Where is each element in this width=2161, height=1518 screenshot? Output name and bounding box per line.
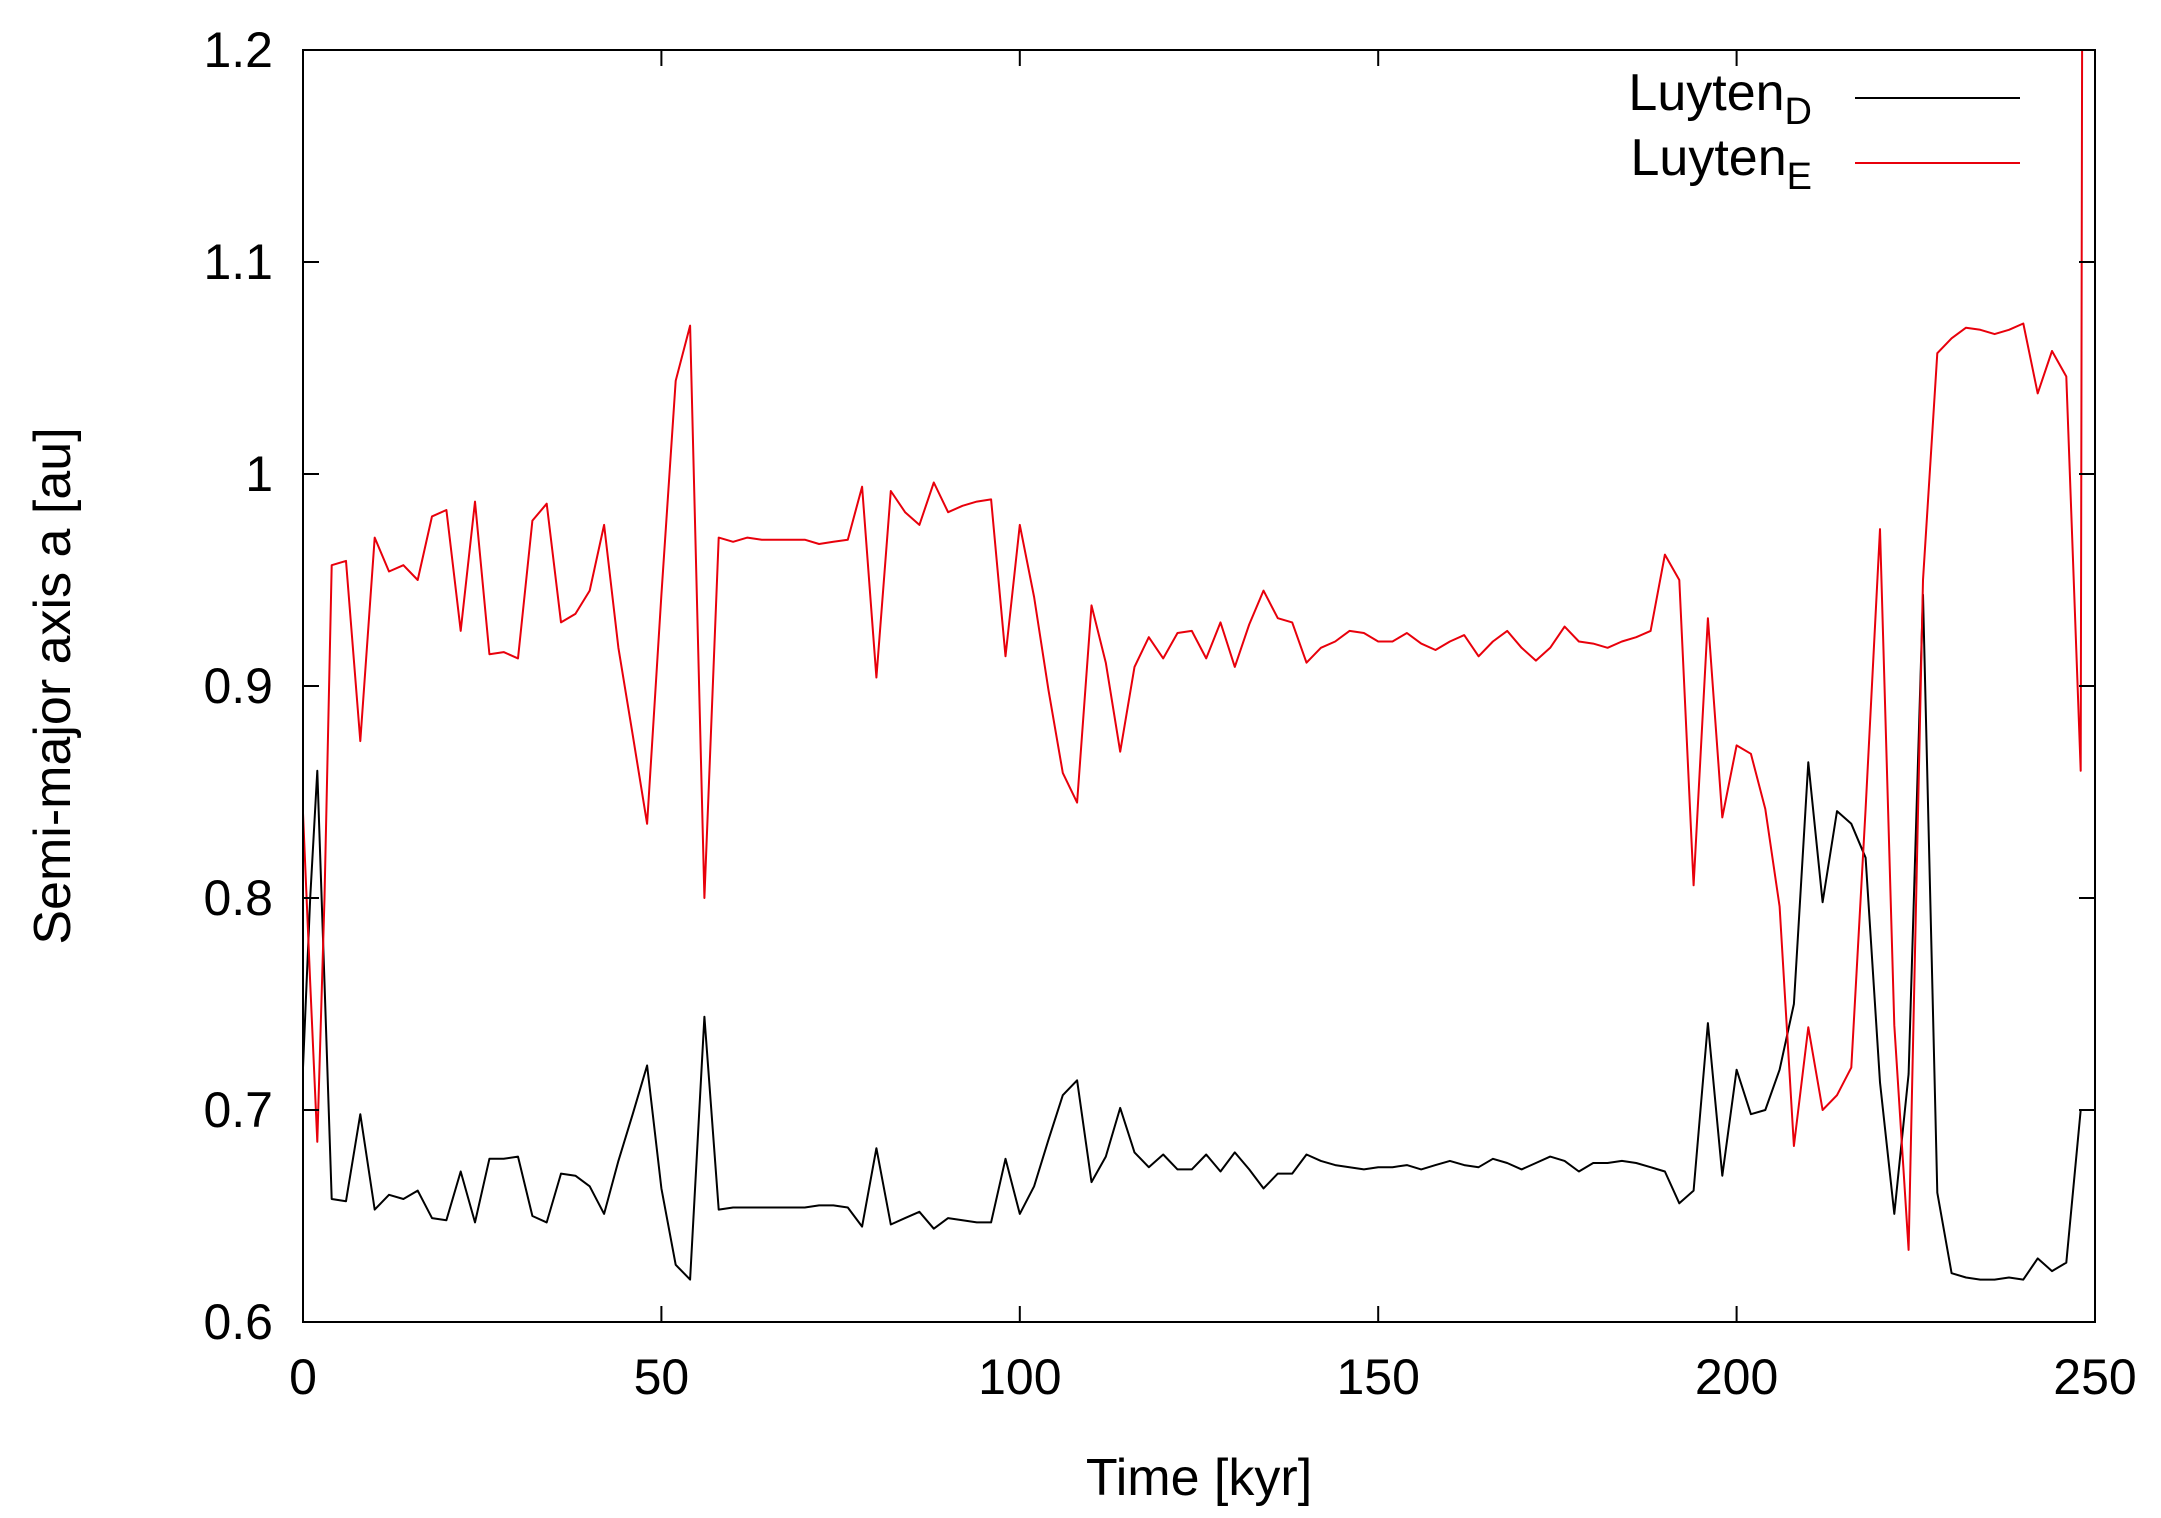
tick-labels-layer: 0 50 100 150 200 250 0.6 0.7 0.8 0.9 1 1.1 1.2 <box>203 22 2136 1405</box>
series-line-luyten-e <box>303 50 2084 1251</box>
legend-label-luyten-d: LuytenD <box>1628 64 1812 133</box>
x-tick-label: 100 <box>978 1349 1061 1405</box>
legend-entry-luyten-e: LuytenE <box>1631 129 2020 198</box>
y-axis-title: Semi-major axis a [au] <box>24 427 82 944</box>
x-tick-label: 50 <box>634 1349 690 1405</box>
legend-name-luyten-d: Luyten <box>1628 64 1784 122</box>
legend-name-luyten-e: Luyten <box>1631 129 1787 187</box>
legend-entry-luyten-d: LuytenD <box>1628 64 2020 133</box>
ticks-layer <box>302 49 2096 1323</box>
y-tick-label: 0.9 <box>203 658 273 714</box>
x-axis-title: Time [kyr] <box>1086 1449 1312 1507</box>
y-tick-label: 0.6 <box>203 1294 273 1350</box>
y-tick-label: 1.2 <box>203 22 273 78</box>
x-tick-label: 150 <box>1336 1349 1419 1405</box>
legend: LuytenD LuytenE <box>1628 64 2020 198</box>
legend-subscript-e: E <box>1787 156 1812 198</box>
series-line-luyten-d <box>303 593 2082 1281</box>
legend-label-luyten-e: LuytenE <box>1631 129 1813 198</box>
y-tick-label: 0.8 <box>203 870 273 926</box>
x-tick-label: 200 <box>1695 1349 1778 1405</box>
legend-subscript-d: D <box>1785 91 1812 133</box>
y-tick-label: 1.1 <box>203 234 273 290</box>
x-tick-label: 0 <box>289 1349 317 1405</box>
y-tick-label: 0.7 <box>203 1082 273 1138</box>
x-tick-label: 250 <box>2053 1349 2136 1405</box>
series-layer <box>303 50 2084 1281</box>
y-tick-label: 1 <box>245 446 273 502</box>
